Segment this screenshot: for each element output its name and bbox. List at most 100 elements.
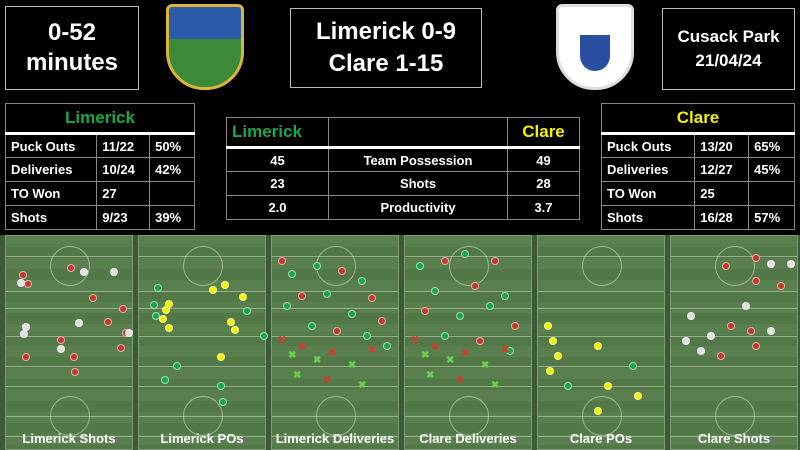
table-cell: Productivity — [328, 195, 508, 220]
pitch-arc — [582, 396, 622, 436]
event-dot — [722, 262, 730, 270]
event-dot — [313, 262, 321, 270]
table-row: 2.0 Productivity 3.7 — [226, 195, 580, 220]
table-cell: TO Won — [600, 181, 696, 206]
pitch-panel: Clare Shots — [670, 235, 798, 450]
event-dot — [119, 305, 127, 313]
table-cell: 65% — [748, 133, 795, 158]
table-row: Shots 9/23 39% — [4, 205, 195, 230]
miss-cross-marker: ✖ — [298, 342, 307, 353]
pitch-line — [671, 366, 797, 367]
event-dot — [564, 382, 572, 390]
event-dot — [378, 317, 386, 325]
event-dot — [634, 392, 642, 400]
table-cell: 23 — [226, 171, 329, 196]
miss-cross-marker: ✖ — [323, 375, 332, 386]
miss-cross-marker: ✖ — [313, 355, 322, 366]
miss-cross-marker: ✖ — [358, 380, 367, 391]
event-dot — [239, 293, 247, 301]
event-dot — [501, 292, 509, 300]
venue-box: Cusack Park 21/04/24 — [662, 8, 795, 90]
event-dot — [57, 345, 65, 353]
table-cell — [748, 181, 795, 206]
event-dot — [363, 332, 371, 340]
event-dot — [471, 282, 479, 290]
event-dot — [742, 302, 750, 310]
miss-cross-marker: ✖ — [368, 345, 377, 356]
clare-stats-table: Clare Puck Outs 13/20 65% Deliveries 12/27 45… — [600, 103, 795, 230]
pitch-line — [6, 436, 132, 437]
event-dot — [125, 329, 133, 337]
time-range-box: 0-52 minutes — [5, 6, 139, 90]
event-dot — [260, 332, 268, 340]
table-row: 23 Shots 28 — [226, 171, 580, 196]
event-dot — [217, 353, 225, 361]
table-cell: Deliveries — [600, 157, 696, 182]
pitch-line — [139, 436, 265, 437]
event-dot — [383, 342, 391, 350]
miss-cross-marker: ✖ — [461, 348, 470, 359]
table-cell: 49 — [507, 147, 580, 172]
table-row: TO Won 27 — [4, 181, 195, 206]
miss-cross-marker: ✖ — [456, 375, 465, 386]
event-dot — [243, 307, 251, 315]
pitch-line — [671, 436, 797, 437]
event-dot — [767, 260, 775, 268]
pitch-line — [272, 366, 398, 367]
table-row: Shots 16/28 57% — [600, 205, 795, 230]
table-cell: Shots — [328, 171, 508, 196]
event-dot — [278, 257, 286, 265]
pitch-line — [405, 308, 531, 309]
event-dot — [154, 284, 162, 292]
table-cell: 57% — [748, 205, 795, 230]
event-dot — [717, 352, 725, 360]
miss-cross-marker: ✖ — [328, 348, 337, 359]
event-dot — [687, 312, 695, 320]
table-row: Puck Outs 11/22 50% — [4, 133, 195, 158]
table-row: TO Won 25 — [600, 181, 795, 206]
event-dot — [117, 344, 125, 352]
table-cell: 50% — [149, 133, 195, 158]
pitch-panel: Limerick Shots — [5, 235, 133, 450]
event-dot — [491, 257, 499, 265]
pitch-line — [538, 308, 664, 309]
event-dot — [752, 277, 760, 285]
pitch-line — [671, 336, 797, 337]
pitch-line — [538, 366, 664, 367]
event-dot — [165, 324, 173, 332]
event-dot — [707, 332, 715, 340]
event-dot — [165, 300, 173, 308]
event-dot — [421, 307, 429, 315]
table-row: 45 Team Possession 49 — [226, 147, 580, 172]
pitch-panel: ✖ ✖ ✖ ✖ ✖ ✖ ✖ ✖ ✖ ✖ Limerick Deliveries — [271, 235, 399, 450]
event-dot — [461, 250, 469, 258]
miss-cross-marker: ✖ — [501, 345, 510, 356]
pitch-arc — [50, 246, 90, 286]
comparison-right-team: Clare — [507, 117, 580, 149]
event-dot — [70, 353, 78, 361]
pitch-line — [6, 291, 132, 292]
event-dot — [431, 287, 439, 295]
event-dot — [161, 376, 169, 384]
event-dot — [231, 326, 239, 334]
table-cell: 10/24 — [96, 157, 151, 182]
pitch-line — [272, 436, 398, 437]
event-dot — [308, 322, 316, 330]
table-cell: 13/20 — [694, 133, 750, 158]
event-dot — [554, 352, 562, 360]
event-dot — [20, 330, 28, 338]
pitch-arc — [316, 246, 356, 286]
comparison-table: Limerick Clare 45 Team Possession 49 23 Shots… — [226, 117, 580, 220]
event-dot — [338, 267, 346, 275]
pitch-arc — [715, 396, 755, 436]
pitch-panel: ✖ ✖ ✖ ✖ ✖ ✖ ✖ ✖ ✖ ✖ Clare Deliveries — [404, 235, 532, 450]
pitch-line — [139, 366, 265, 367]
event-dot — [629, 362, 637, 370]
limerick-stats-table: Limerick Puck Outs 11/22 50% Deliveries 10/2… — [4, 103, 195, 230]
score-clare: Clare 1-15 — [328, 50, 444, 77]
pitch-line — [272, 291, 398, 292]
table-cell: 28 — [507, 171, 580, 196]
event-dot — [89, 294, 97, 302]
event-dot — [787, 260, 795, 268]
event-dot — [511, 322, 519, 330]
